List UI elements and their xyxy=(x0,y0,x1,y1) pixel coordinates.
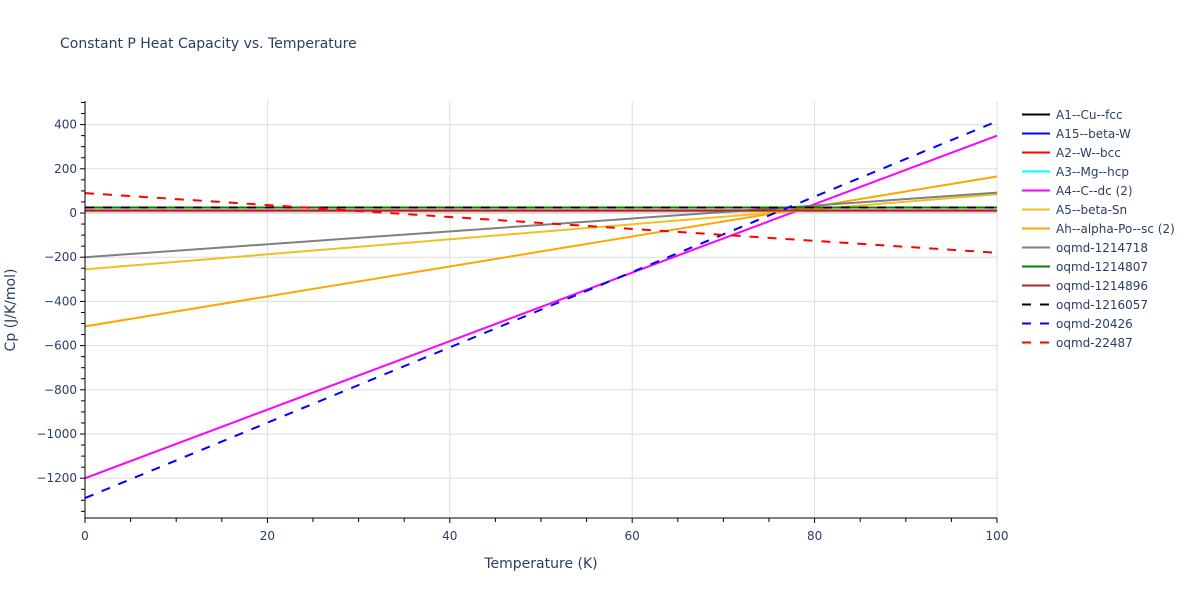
legend-item[interactable]: oqmd-1214718 xyxy=(1020,238,1175,257)
x-tick-label: 100 xyxy=(986,529,1009,543)
legend-item[interactable]: A5--beta-Sn xyxy=(1020,200,1175,219)
legend-swatch-icon xyxy=(1022,170,1050,173)
legend-label: Ah--alpha-Po--sc (2) xyxy=(1056,221,1175,236)
legend-swatch-icon xyxy=(1022,151,1050,154)
series-line xyxy=(84,134,998,480)
legend-item[interactable]: A15--beta-W xyxy=(1020,124,1175,143)
legend-item[interactable]: oqmd-20426 xyxy=(1020,314,1175,333)
legend-item[interactable]: A3--Mg--hcp xyxy=(1020,162,1175,181)
legend-label: A3--Mg--hcp xyxy=(1056,164,1129,179)
legend-label: oqmd-1214807 xyxy=(1056,259,1149,274)
y-tick-label: −800 xyxy=(44,383,77,397)
legend-label: oqmd-20426 xyxy=(1056,316,1133,331)
legend: A1--Cu--fcc A15--beta-W A2--W--bcc A3--Mg--… xyxy=(1020,105,1175,352)
x-tick-label: 60 xyxy=(625,529,640,543)
legend-swatch-icon xyxy=(1022,227,1050,230)
series-lines xyxy=(84,120,998,500)
y-tick-label: 0 xyxy=(69,206,77,220)
legend-label: A5--beta-Sn xyxy=(1056,202,1128,217)
legend-label: A1--Cu--fcc xyxy=(1056,107,1123,122)
y-tick-label: −400 xyxy=(44,294,77,308)
legend-swatch-icon xyxy=(1022,284,1050,287)
legend-swatch-icon xyxy=(1022,265,1050,268)
legend-swatch-icon xyxy=(1022,189,1050,192)
y-tick-label: 400 xyxy=(54,118,77,132)
legend-item[interactable]: A1--Cu--fcc xyxy=(1020,105,1175,124)
x-tick-label: 0 xyxy=(81,529,89,543)
legend-item[interactable]: oqmd-1216057 xyxy=(1020,295,1175,314)
series-line xyxy=(84,193,998,271)
y-tick-label: −600 xyxy=(44,339,77,353)
legend-label: oqmd-1214896 xyxy=(1056,278,1149,293)
legend-swatch-icon xyxy=(1022,322,1050,325)
series-line xyxy=(84,175,998,328)
x-axis-title: Temperature (K) xyxy=(483,556,597,572)
legend-label: oqmd-1216057 xyxy=(1056,297,1149,312)
legend-swatch-icon xyxy=(1022,341,1050,344)
series-line xyxy=(84,120,998,500)
x-tick-label: 20 xyxy=(260,529,275,543)
axes: 0 20 40 60 80 100 400 200 0 −200 −400 −600 −800 −1000… xyxy=(36,101,1008,543)
legend-swatch-icon xyxy=(1022,132,1050,135)
legend-item[interactable]: A4--C--dc (2) xyxy=(1020,181,1175,200)
legend-label: oqmd-22487 xyxy=(1056,335,1133,350)
legend-item[interactable]: oqmd-1214896 xyxy=(1020,276,1175,295)
legend-swatch-icon xyxy=(1022,246,1050,249)
y-axis-title: Cp (J/K/mol) xyxy=(3,269,19,352)
chart-title: Constant P Heat Capacity vs. Temperature xyxy=(60,36,357,52)
x-tick-label: 40 xyxy=(442,529,457,543)
legend-item[interactable]: oqmd-1214807 xyxy=(1020,257,1175,276)
y-tick-label: −1000 xyxy=(36,427,77,441)
y-tick-label: −1200 xyxy=(36,471,77,485)
legend-item[interactable]: oqmd-22487 xyxy=(1020,333,1175,352)
legend-swatch-icon xyxy=(1022,113,1050,116)
legend-label: oqmd-1214718 xyxy=(1056,240,1149,255)
legend-swatch-icon xyxy=(1022,208,1050,211)
y-tick-label: −200 xyxy=(44,250,77,264)
legend-label: A2--W--bcc xyxy=(1056,145,1121,160)
series-line xyxy=(84,191,998,259)
x-tick-label: 80 xyxy=(807,529,822,543)
y-tick-label: 200 xyxy=(54,162,77,176)
legend-label: A4--C--dc (2) xyxy=(1056,183,1133,198)
legend-item[interactable]: Ah--alpha-Po--sc (2) xyxy=(1020,219,1175,238)
legend-item[interactable]: A2--W--bcc xyxy=(1020,143,1175,162)
legend-label: A15--beta-W xyxy=(1056,126,1131,141)
series-line xyxy=(84,192,998,254)
legend-swatch-icon xyxy=(1022,303,1050,306)
